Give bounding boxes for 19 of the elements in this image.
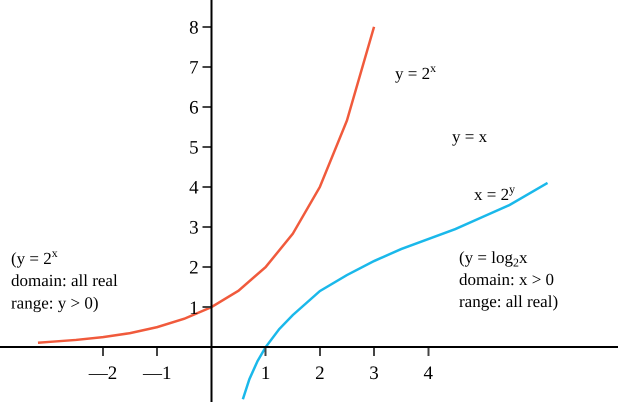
x-tick-label: —1 bbox=[142, 362, 172, 384]
x-tick-label: —2 bbox=[88, 362, 118, 384]
x-tick-label: 2 bbox=[315, 362, 325, 384]
annotation: (y = 2$^{x}$ domain: all real range: y > 0) bbox=[11, 246, 118, 312]
x-tick-label: 3 bbox=[369, 362, 379, 384]
y-tick-label: 1 bbox=[189, 298, 199, 319]
y-tick-label: 6 bbox=[189, 98, 199, 119]
annotation: (y = log$_{2}$x domain: x > 0 range: all real) bbox=[459, 248, 558, 312]
y-tick-label: 8 bbox=[189, 17, 199, 38]
annotation: y = x bbox=[452, 127, 488, 146]
y-tick-label: 2 bbox=[189, 258, 199, 279]
annotation: x = 2$^{y}$ bbox=[474, 182, 516, 204]
y-tick-label: 4 bbox=[189, 178, 200, 199]
annotation: y = 2$^{x}$ bbox=[395, 61, 436, 84]
y-tick-label: 5 bbox=[189, 138, 199, 159]
y-tick-label: 7 bbox=[189, 58, 199, 79]
x-tick-label: 1 bbox=[260, 362, 270, 384]
y-tick-label: 3 bbox=[189, 218, 199, 239]
x-tick-label: 4 bbox=[424, 362, 434, 384]
